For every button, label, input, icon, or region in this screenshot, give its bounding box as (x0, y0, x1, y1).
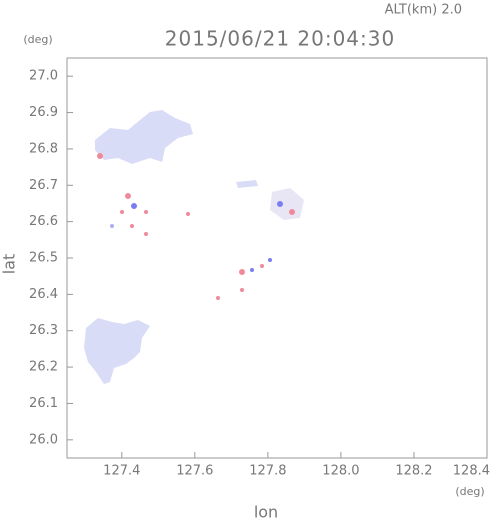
x-tick-label: 128.2 (395, 464, 432, 479)
echo-cell (268, 258, 272, 262)
echo-regions (84, 110, 304, 384)
chart-title: 2015/06/21 20:04:30 (165, 27, 395, 51)
echo-cell (130, 224, 134, 228)
x-tick-label: 127.4 (103, 464, 140, 479)
echo-cell (277, 201, 283, 207)
echo-cell (239, 269, 245, 275)
y-tick-label: 26.7 (29, 178, 58, 193)
echo-small (236, 180, 258, 188)
echo-cell (125, 193, 131, 199)
echo-cell (260, 264, 264, 268)
echo-cell (144, 210, 148, 214)
y-tick-label: 26.6 (29, 214, 58, 229)
echo-cell (216, 296, 220, 300)
echo-island-north (95, 110, 193, 164)
echo-cell (120, 210, 124, 214)
y-tick-label: 26.0 (29, 432, 58, 447)
annotation: ALT(km) 2.0 (385, 3, 462, 18)
echo-island-south (84, 318, 150, 384)
x-unit: (deg) (455, 485, 484, 498)
x-tick-label: 128.4 (453, 464, 490, 479)
y-tick-label: 26.2 (29, 360, 58, 375)
y-axis-title: lat (0, 254, 19, 275)
y-tick-label: 26.5 (29, 251, 58, 266)
echo-cell (97, 153, 103, 159)
echo-cell (250, 268, 254, 272)
y-tick-label: 26.1 (29, 396, 58, 411)
echo-cell (289, 209, 295, 215)
echo-small (270, 188, 304, 220)
x-tick-label: 127.6 (176, 464, 213, 479)
y-tick-label: 26.3 (29, 323, 58, 338)
y-tick-label: 26.9 (29, 105, 58, 120)
y-tick-label: 27.0 (29, 69, 58, 84)
echo-cell (240, 288, 244, 292)
x-tick-label: 128.0 (322, 464, 359, 479)
echo-cells (97, 153, 295, 300)
echo-cell (144, 232, 148, 236)
y-unit: (deg) (23, 33, 52, 46)
y-tick-label: 26.8 (29, 141, 58, 156)
echo-cell (186, 212, 190, 216)
plot-frame (66, 57, 488, 459)
echo-cell (131, 203, 137, 209)
echo-cell (110, 224, 114, 228)
x-tick-label: 127.8 (249, 464, 286, 479)
x-axis-title: lon (254, 503, 278, 521)
y-tick-label: 26.4 (29, 287, 58, 302)
